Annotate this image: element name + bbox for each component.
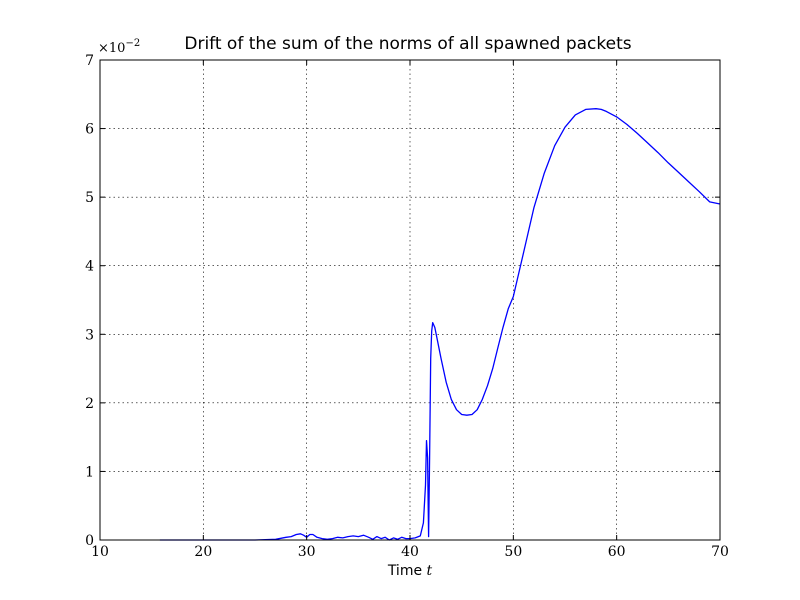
y-offset-exponent: −2 bbox=[125, 38, 140, 49]
x-tick-label: 60 bbox=[608, 544, 626, 560]
y-tick-label: 5 bbox=[85, 190, 94, 206]
x-tick-label: 10 bbox=[91, 544, 109, 560]
x-tick-label: 70 bbox=[711, 544, 729, 560]
chart-title: Drift of the sum of the norms of all spa… bbox=[184, 34, 631, 54]
x-tick-label: 40 bbox=[401, 544, 419, 560]
y-offset-base: ×10 bbox=[98, 41, 125, 56]
y-axis-offset-label: ×10−2 bbox=[98, 38, 140, 56]
series-line bbox=[159, 108, 721, 541]
y-tick-label: 2 bbox=[85, 396, 94, 412]
y-tick-label: 3 bbox=[85, 327, 94, 343]
y-tick-label: 1 bbox=[85, 464, 94, 480]
series-layer bbox=[159, 108, 721, 541]
x-axis-label: Time t bbox=[387, 563, 433, 579]
y-tick-label: 0 bbox=[85, 533, 94, 549]
x-tick-label: 50 bbox=[504, 544, 522, 560]
y-tick-label: 4 bbox=[85, 259, 94, 275]
y-tick-label: 7 bbox=[85, 53, 94, 69]
x-tick-label: 20 bbox=[194, 544, 212, 560]
x-axis-label-variable: t bbox=[427, 563, 433, 579]
x-axis-label-text: Time bbox=[387, 563, 422, 579]
x-tick-label: 30 bbox=[298, 544, 316, 560]
grid-lines bbox=[100, 60, 720, 540]
axis-ticks: 10 20 30 40 50 60 70 0 1 2 3 4 5 6 7 bbox=[85, 53, 729, 560]
y-tick-label: 6 bbox=[85, 122, 94, 138]
